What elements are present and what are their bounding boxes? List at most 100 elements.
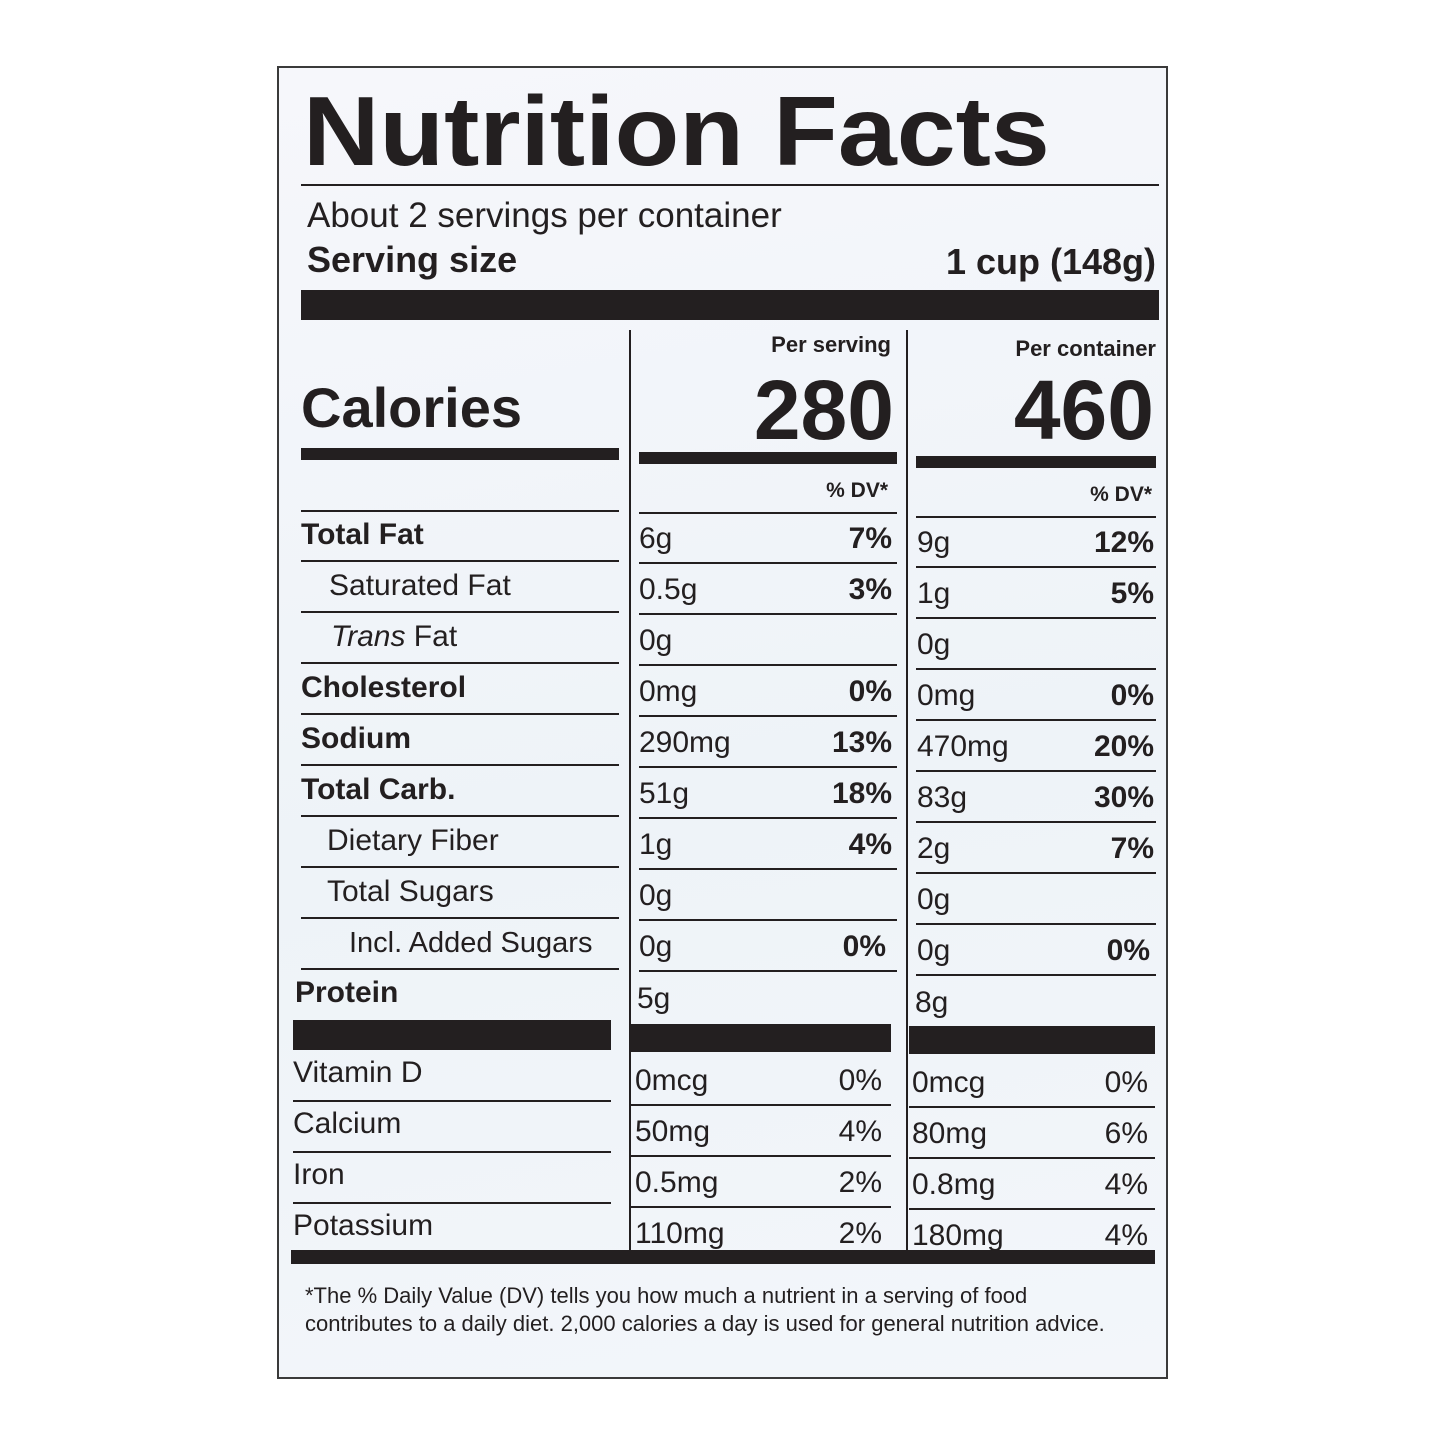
- serving-dv: 18%: [831, 777, 892, 810]
- row-rule: [293, 1151, 611, 1153]
- row-rule: [631, 1155, 891, 1157]
- row-rule: [639, 715, 897, 717]
- serving-dv: 4%: [848, 828, 892, 861]
- row-rule: [301, 662, 619, 664]
- dv-header-rule-1: [301, 510, 619, 512]
- footnote: *The % Daily Value (DV) tells you how mu…: [305, 1283, 1105, 1337]
- calories-label: Calories: [301, 376, 522, 439]
- protein-thick-rule-2: [631, 1024, 891, 1052]
- row-rule: [639, 919, 897, 921]
- container-dv: 6%: [1104, 1117, 1148, 1150]
- serving-amount: 50mg: [635, 1115, 711, 1148]
- vitamin-name: Iron: [293, 1158, 345, 1191]
- serving-amount: 0.5mg: [635, 1166, 719, 1199]
- serving-dv: 4%: [838, 1115, 882, 1148]
- container-amount: 0g: [917, 883, 951, 916]
- row-rule: [916, 872, 1156, 874]
- row-rule: [301, 866, 619, 868]
- nutrient-name: Incl. Added Sugars: [349, 927, 593, 959]
- container-amount: 0mcg: [912, 1066, 986, 1099]
- dv-header-rule-3: [916, 516, 1156, 518]
- serving-amount: 0g: [639, 624, 673, 657]
- container-amount: 0g: [917, 934, 951, 967]
- calories-per-container: 460: [1013, 363, 1154, 457]
- serving-dv: 2%: [838, 1217, 882, 1250]
- container-amount: 180mg: [912, 1219, 1004, 1252]
- nutrient-name-rest: Fat: [405, 620, 458, 653]
- row-rule: [916, 770, 1156, 772]
- container-dv: 4%: [1104, 1168, 1148, 1201]
- row-rule: [301, 815, 619, 817]
- serving-dv: 2%: [838, 1166, 882, 1199]
- row-rule: [301, 611, 619, 613]
- nutrient-name: Trans Fat: [331, 622, 457, 652]
- protein-thick-rule-3: [909, 1026, 1155, 1054]
- serving-size-label: Serving size: [307, 239, 518, 280]
- row-rule: [916, 719, 1156, 721]
- container-dv: 5%: [1110, 577, 1154, 610]
- serving-amount: 0.5g: [639, 573, 698, 606]
- serving-dv: 0%: [848, 675, 892, 708]
- serving-amount: 0g: [639, 930, 673, 963]
- row-rule: [639, 664, 897, 666]
- container-dv: 7%: [1110, 832, 1154, 865]
- vitamin-name: Potassium: [293, 1209, 434, 1242]
- container-dv: 12%: [1093, 526, 1154, 559]
- nutrient-name: Protein: [295, 976, 399, 1009]
- serving-amount: 110mg: [635, 1217, 725, 1250]
- row-rule: [631, 1206, 891, 1208]
- serving-dv: 0%: [838, 1064, 882, 1097]
- container-amount: 0.8mg: [912, 1168, 996, 1201]
- container-dv: 0%: [1110, 679, 1154, 712]
- nutrient-name: Sodium: [301, 722, 411, 755]
- calories-rule-3: [916, 456, 1156, 468]
- container-dv: 0%: [1104, 1066, 1148, 1099]
- serving-amount: 0mcg: [635, 1064, 709, 1097]
- serving-amount: 1g: [639, 828, 673, 861]
- container-amount: 470mg: [917, 730, 1009, 763]
- serving-dv: 7%: [848, 522, 892, 555]
- thick-rule-top: [301, 290, 1159, 320]
- nutrient-name: Total Fat: [301, 518, 424, 551]
- row-rule: [639, 868, 897, 870]
- container-dv: 4%: [1104, 1219, 1148, 1252]
- vitamin-name: Calcium: [293, 1107, 402, 1140]
- row-rule: [916, 923, 1156, 925]
- container-amount: 0g: [917, 628, 951, 661]
- serving-amount: 5g: [637, 982, 671, 1015]
- serving-amount: 6g: [639, 522, 673, 555]
- nutrient-name: Saturated Fat: [329, 569, 511, 602]
- container-amount: 80mg: [912, 1117, 988, 1150]
- row-rule: [293, 1100, 611, 1102]
- nutrient-name: Cholesterol: [301, 671, 467, 704]
- dv-header-rule-2: [639, 512, 897, 514]
- serving-dv: 3%: [848, 573, 892, 606]
- servings-per-container: About 2 servings per container: [307, 196, 782, 235]
- row-rule: [916, 566, 1156, 568]
- row-rule: [909, 1157, 1155, 1159]
- row-rule: [301, 713, 619, 715]
- container-dv: 0%: [1106, 934, 1150, 967]
- container-amount: 2g: [917, 832, 951, 865]
- row-rule: [916, 821, 1156, 823]
- title-rule: [301, 184, 1159, 186]
- dv-header-serving: % DV*: [826, 479, 888, 502]
- row-rule: [639, 817, 897, 819]
- container-amount: 9g: [917, 526, 951, 559]
- row-rule: [301, 917, 619, 919]
- row-rule: [639, 562, 897, 564]
- row-rule: [916, 668, 1156, 670]
- thick-rule-bottom: [291, 1250, 1155, 1264]
- serving-dv: 0%: [842, 930, 886, 963]
- per-container-header: Per container: [1015, 336, 1156, 361]
- row-rule: [301, 968, 619, 970]
- row-rule: [639, 613, 897, 615]
- row-rule: [916, 974, 1156, 976]
- calories-rule-1: [301, 448, 619, 460]
- label-title: Nutrition Facts: [303, 76, 1050, 186]
- calories-rule-2: [639, 452, 897, 464]
- calories-per-serving: 280: [753, 363, 894, 457]
- serving-amount: 0mg: [639, 675, 698, 708]
- serving-amount: 0g: [639, 879, 673, 912]
- row-rule: [916, 617, 1156, 619]
